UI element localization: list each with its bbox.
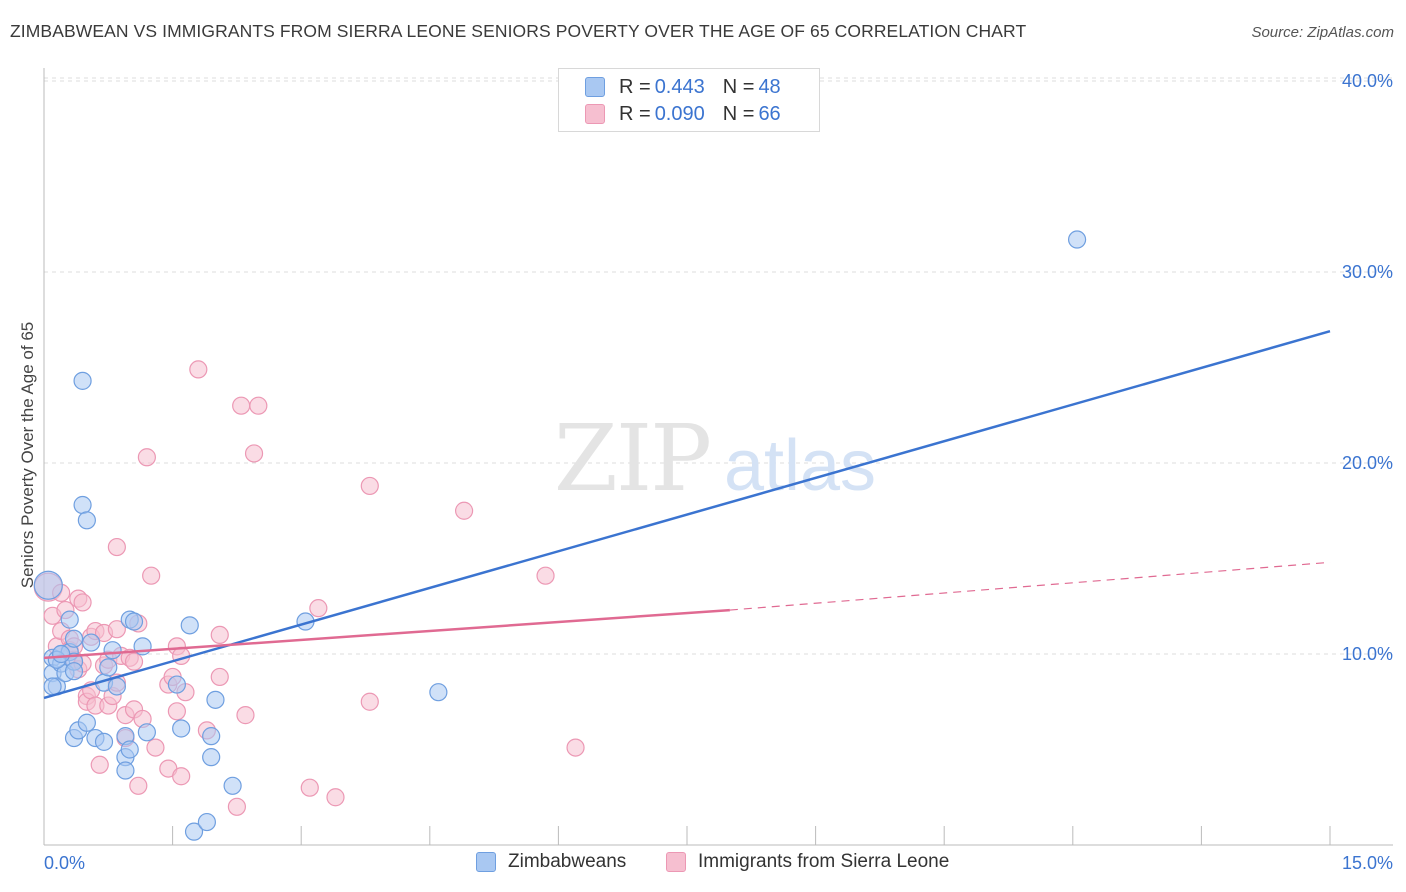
data-point	[73, 593, 92, 612]
legend-r-label: R =	[619, 75, 651, 98]
data-point	[107, 537, 126, 557]
data-point	[90, 755, 109, 774]
data-point	[232, 396, 251, 415]
legend-n-label: N =	[722, 75, 755, 98]
trend-line-sierra-leone-extrapolated	[729, 561, 1331, 611]
legend-n-value: 66	[758, 102, 781, 125]
data-point	[107, 620, 126, 639]
data-point	[124, 612, 144, 631]
data-point	[210, 625, 229, 645]
data-point	[184, 822, 204, 841]
data-point	[94, 732, 114, 751]
watermark-zip: ZIP	[554, 405, 710, 512]
bottom-legend-sierra-leone: Immigrants from Sierra Leone	[666, 851, 949, 873]
data-point	[360, 692, 379, 711]
data-point	[180, 616, 199, 635]
data-point	[167, 675, 186, 694]
data-point	[146, 738, 165, 757]
data-point	[64, 662, 84, 681]
bottom-legend-swatch-blue	[476, 852, 496, 872]
correlation-legend: R = 0.443 N = 48 R = 0.090 N = 66	[558, 68, 820, 132]
data-point	[167, 702, 186, 721]
x-tick-label-min: 0.0%	[44, 853, 85, 873]
y-axis-label: Seniors Poverty Over the Age of 65	[18, 322, 37, 588]
data-point	[33, 570, 63, 600]
trend-lines	[43, 330, 1331, 700]
data-point	[1067, 230, 1087, 249]
data-point	[429, 683, 448, 702]
data-point	[536, 566, 555, 585]
data-point	[172, 719, 191, 738]
data-point	[309, 599, 328, 618]
legend-n-label: N =	[722, 102, 755, 125]
legend-r-value: 0.090	[654, 102, 705, 125]
data-point	[326, 788, 345, 807]
data-point	[189, 360, 208, 379]
data-point	[172, 767, 191, 786]
x-tick-label-max: 15.0%	[1342, 853, 1393, 873]
data-point	[227, 797, 246, 816]
source-credit: Source: ZipAtlas.com	[1251, 24, 1394, 41]
data-point	[223, 776, 242, 795]
legend-r-label: R =	[619, 102, 651, 125]
legend-row-zimbabweans: R = 0.443 N = 48	[585, 74, 781, 100]
data-point	[73, 495, 92, 515]
y-tick-label-30: 30.0%	[1342, 262, 1393, 282]
legend-n-value: 48	[758, 75, 781, 98]
data-point	[52, 644, 71, 664]
legend-swatch-pink	[585, 104, 605, 124]
trend-line-sierra-leone	[43, 608, 730, 660]
data-point	[202, 748, 221, 767]
data-point	[43, 677, 62, 696]
data-point	[64, 629, 84, 648]
watermark-atlas: atlas	[724, 426, 876, 506]
grid-lines	[44, 77, 1393, 655]
data-point	[77, 713, 96, 732]
axes	[43, 68, 1393, 846]
data-point	[103, 641, 122, 660]
legend-swatch-blue	[585, 77, 605, 97]
data-point	[142, 566, 161, 585]
bottom-legend-label: Immigrants from Sierra Leone	[698, 851, 950, 872]
data-point	[116, 761, 135, 780]
legend-row-sierra-leone: R = 0.090 N = 66	[585, 101, 781, 127]
data-point	[210, 667, 229, 687]
bottom-legend-zimbabweans: Zimbabweans	[476, 851, 626, 873]
data-point	[202, 727, 221, 746]
data-point	[566, 738, 585, 757]
data-point	[454, 501, 474, 520]
series-sierra-leone-points	[33, 360, 585, 816]
y-tick-label-40: 40.0%	[1342, 71, 1393, 91]
data-point	[73, 371, 92, 390]
bottom-legend-swatch-pink	[666, 852, 686, 872]
data-point	[137, 723, 156, 742]
y-tick-label-10: 10.0%	[1342, 644, 1393, 664]
data-point	[360, 476, 379, 496]
data-point	[107, 677, 126, 696]
data-point	[120, 740, 139, 759]
data-point	[137, 448, 156, 467]
data-point	[124, 652, 144, 671]
data-point	[249, 396, 268, 415]
data-point	[60, 610, 79, 629]
data-point	[206, 690, 225, 709]
data-point	[99, 658, 118, 677]
y-tick-labels: 10.0% 20.0% 30.0% 40.0%	[1342, 71, 1393, 664]
data-point	[129, 776, 148, 795]
trend-line-zimbabweans	[43, 330, 1331, 700]
series-zimbabweans-points	[33, 230, 1087, 841]
bottom-legend-label: Zimbabweans	[508, 851, 627, 872]
data-point	[82, 633, 101, 652]
data-point	[236, 706, 255, 725]
legend-r-value: 0.443	[654, 75, 705, 98]
y-tick-label-20: 20.0%	[1342, 453, 1393, 473]
chart-title: ZIMBABWEAN VS IMMIGRANTS FROM SIERRA LEO…	[10, 21, 1027, 41]
data-point	[244, 444, 264, 463]
data-point	[77, 511, 96, 530]
data-point	[197, 812, 216, 832]
data-point	[300, 778, 319, 797]
